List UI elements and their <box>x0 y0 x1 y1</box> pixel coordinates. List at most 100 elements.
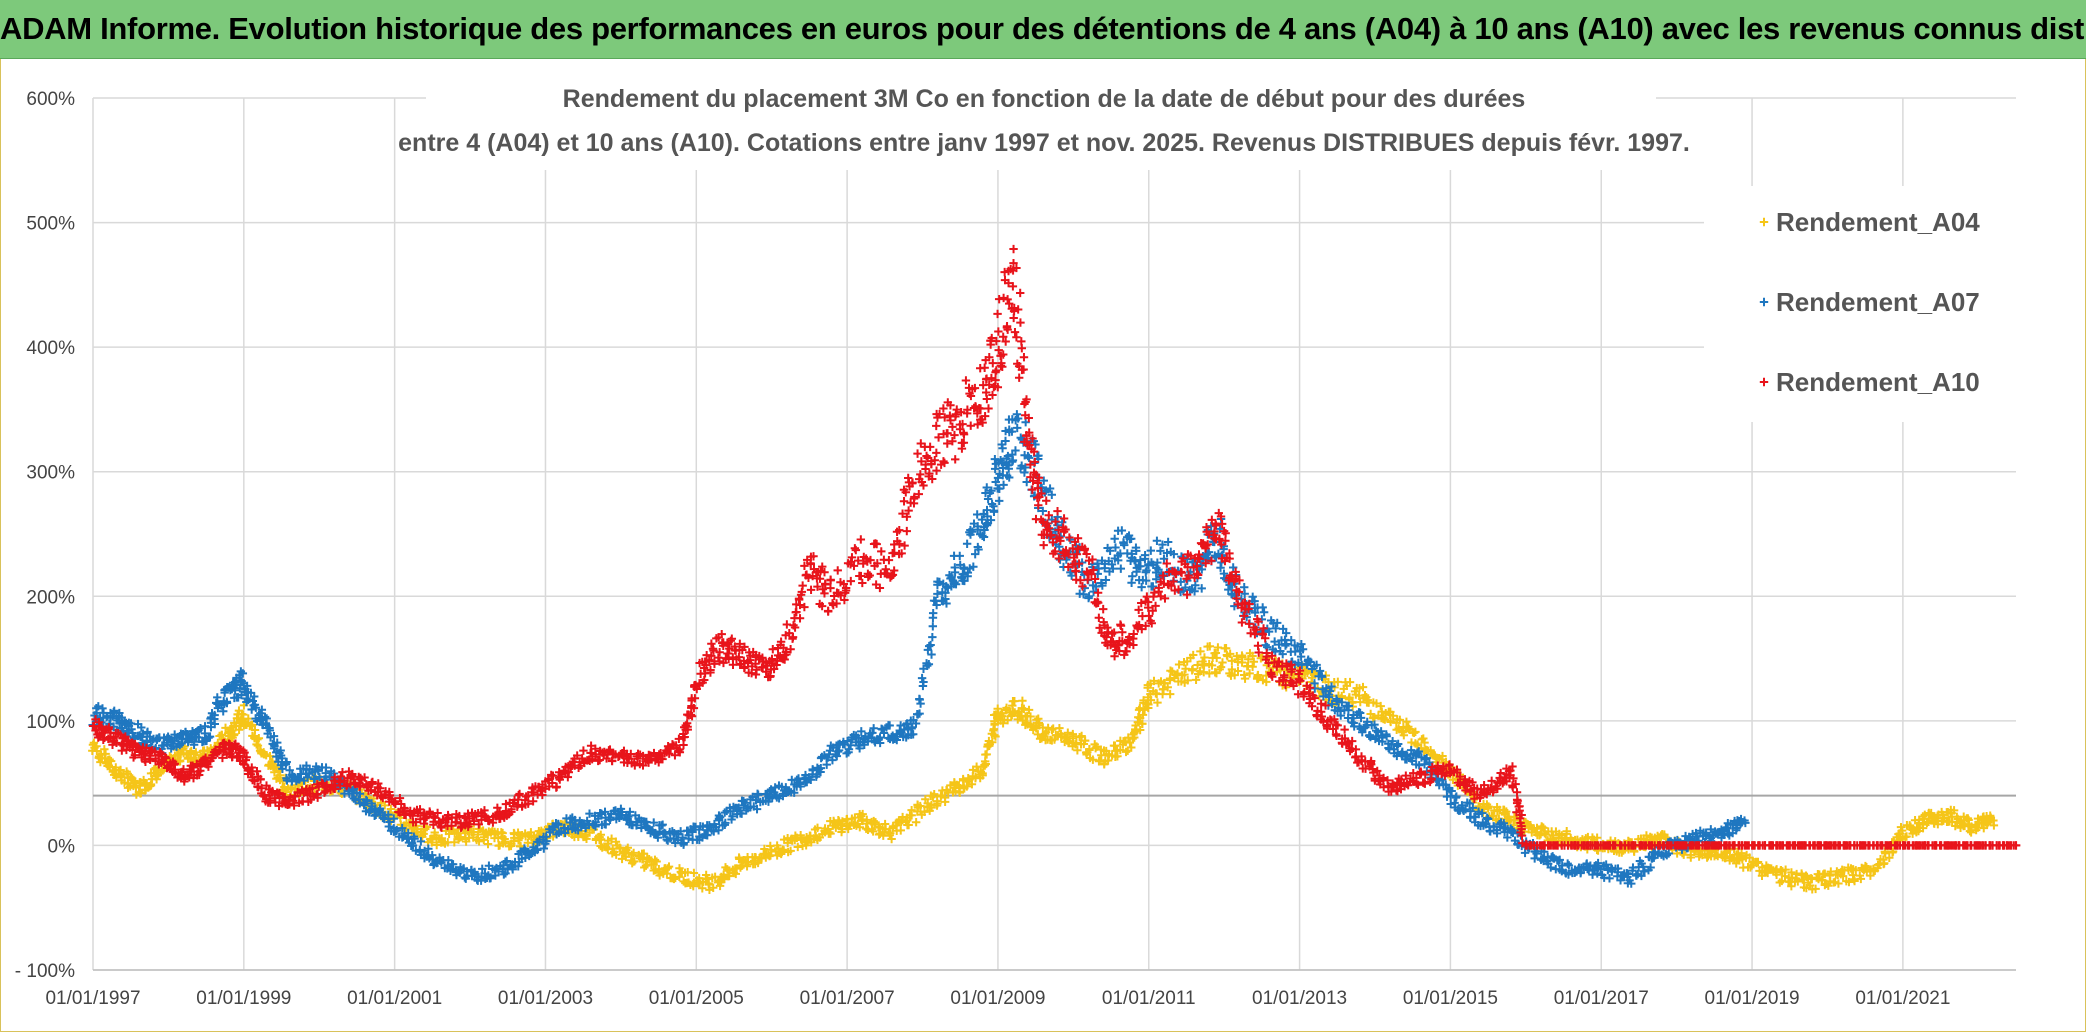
data-point <box>1446 799 1455 809</box>
data-point <box>1010 327 1020 337</box>
data-point <box>786 846 795 856</box>
data-point <box>256 774 265 784</box>
data-point <box>1824 881 1833 890</box>
data-point <box>650 855 660 865</box>
data-point <box>1989 816 1998 825</box>
data-point <box>669 874 679 884</box>
data-point <box>285 766 294 775</box>
data-point <box>754 790 763 800</box>
data-point <box>474 837 484 846</box>
data-point <box>679 740 688 750</box>
data-point <box>1016 433 1025 442</box>
data-point <box>672 830 681 839</box>
data-point <box>1262 677 1271 687</box>
data-point <box>1763 868 1772 878</box>
data-point <box>1191 581 1200 590</box>
data-point <box>1897 826 1907 835</box>
data-point <box>1332 696 1342 706</box>
data-point <box>350 779 360 789</box>
data-point <box>501 869 510 878</box>
data-point <box>902 526 912 536</box>
data-point <box>1108 564 1118 573</box>
data-point <box>1009 244 1018 254</box>
x-tick-label: 01/01/2015 <box>1403 988 1498 1009</box>
data-point <box>1834 879 1843 888</box>
y-tick-label: 300% <box>26 463 75 484</box>
data-point <box>1337 698 1347 707</box>
data-point <box>932 448 941 458</box>
data-point <box>793 842 802 852</box>
data-point <box>1008 456 1018 465</box>
data-point <box>1601 860 1611 869</box>
data-point <box>993 309 1002 319</box>
data-point <box>145 755 155 764</box>
data-point <box>662 869 672 878</box>
y-tick-label: 600% <box>26 89 75 110</box>
data-point <box>1053 506 1062 516</box>
data-point <box>1492 829 1502 838</box>
data-point <box>856 535 866 544</box>
data-point <box>222 697 231 706</box>
data-point <box>429 820 438 829</box>
data-point <box>1564 861 1574 870</box>
data-point <box>1388 736 1397 746</box>
y-tick-label: 0% <box>48 836 76 857</box>
data-point <box>994 294 1004 304</box>
data-point <box>698 884 707 893</box>
data-point <box>995 484 1004 493</box>
data-point <box>315 772 324 782</box>
data-point <box>1050 735 1059 744</box>
data-point <box>1271 624 1280 633</box>
data-point <box>1282 639 1291 649</box>
y-tick-label: 500% <box>26 214 75 235</box>
data-point <box>547 770 556 780</box>
data-point <box>741 798 750 808</box>
data-point <box>1850 876 1859 886</box>
data-point <box>1340 725 1349 734</box>
data-point <box>380 790 389 799</box>
data-point <box>1503 833 1512 842</box>
data-point <box>664 862 674 871</box>
data-point <box>250 776 259 786</box>
data-point <box>649 818 658 827</box>
data-point <box>1348 714 1357 723</box>
data-point <box>813 823 822 833</box>
data-point <box>815 833 824 842</box>
data-point <box>407 839 417 848</box>
data-point <box>951 580 961 589</box>
data-point <box>1315 666 1325 676</box>
data-point <box>980 363 989 372</box>
data-point <box>960 576 969 586</box>
data-point <box>1014 373 1024 382</box>
data-point <box>1639 867 1648 876</box>
data-point <box>858 816 867 826</box>
data-point <box>1159 554 1169 563</box>
data-point <box>885 721 894 730</box>
data-point <box>968 527 977 536</box>
data-point <box>927 803 936 812</box>
data-point <box>312 790 321 799</box>
data-point <box>1026 712 1035 721</box>
data-point <box>450 838 459 847</box>
data-point <box>816 763 826 773</box>
data-point <box>923 645 933 655</box>
data-point <box>1138 710 1148 720</box>
data-point <box>1588 870 1597 879</box>
data-point <box>1422 753 1431 763</box>
data-point <box>257 705 267 714</box>
data-point <box>932 466 941 475</box>
data-point <box>1116 549 1125 558</box>
data-point <box>1165 689 1175 699</box>
data-point <box>1105 546 1115 555</box>
data-point <box>717 878 726 887</box>
data-point <box>887 834 896 844</box>
data-point <box>886 829 895 838</box>
data-point <box>1154 565 1163 574</box>
data-point <box>1264 627 1274 636</box>
data-point <box>1345 693 1354 702</box>
data-point <box>822 753 831 762</box>
data-point <box>1344 701 1353 711</box>
data-point <box>1465 799 1474 808</box>
x-tick-label: 01/01/2005 <box>649 988 744 1009</box>
data-point <box>189 737 199 746</box>
